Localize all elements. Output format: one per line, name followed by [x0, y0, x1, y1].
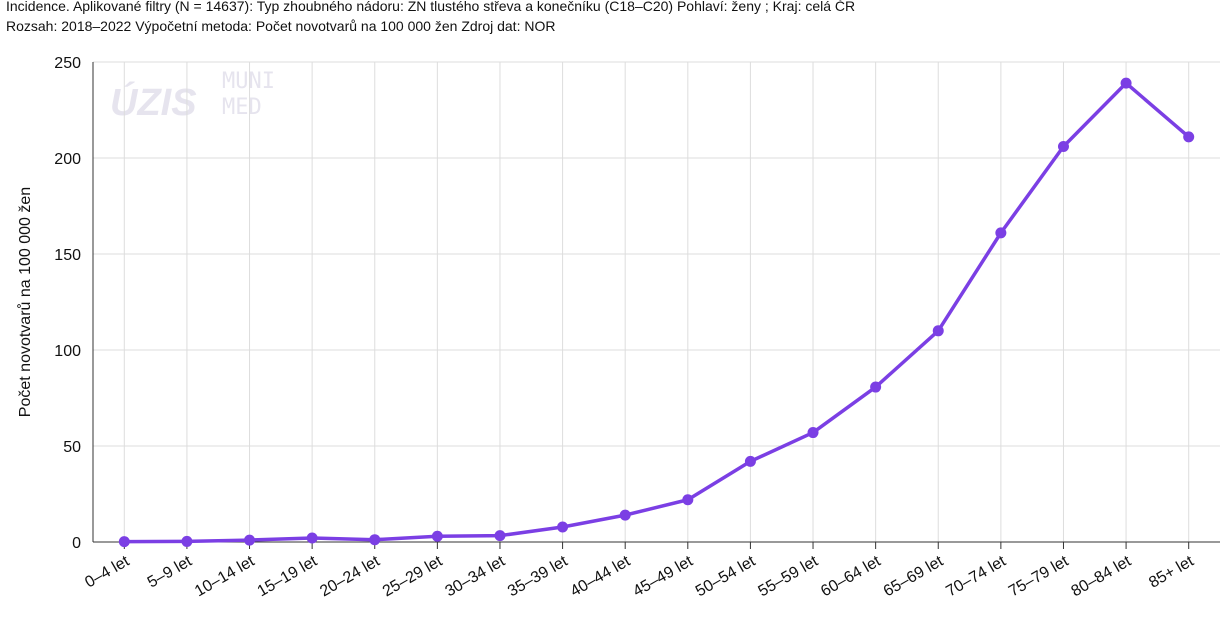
- y-tick-label: 200: [54, 151, 81, 168]
- x-tick-label: 65–69 let: [881, 552, 947, 600]
- subtitle: Rozsah: 2018–2022 Výpočetní metoda: Poče…: [6, 18, 555, 34]
- x-tick-label: 40–44 let: [568, 552, 634, 600]
- subtitle: Incidence. Aplikované filtry (N = 14637)…: [6, 0, 855, 14]
- x-tick-label: 80–84 let: [1069, 552, 1135, 600]
- point: [181, 535, 193, 547]
- x-tick-label: 70–74 let: [943, 552, 1009, 600]
- x-tick-label: 85+ let: [1146, 552, 1197, 591]
- watermark: MED: [222, 95, 262, 120]
- watermark: MUNI: [222, 69, 275, 94]
- point: [431, 530, 443, 542]
- x-tick-label: 35–39 let: [505, 552, 571, 600]
- x-tick-label: 75–79 let: [1006, 552, 1072, 600]
- watermark: ÚZIS: [110, 80, 197, 124]
- x-tick-label: 0–4 let: [82, 552, 133, 591]
- y-tick-label: 150: [54, 247, 81, 264]
- point: [995, 227, 1007, 239]
- x-tick-label: 30–34 let: [442, 552, 508, 600]
- line: [124, 81, 1190, 544]
- point: [244, 534, 256, 546]
- point: [870, 381, 882, 393]
- point: [932, 325, 944, 337]
- y-tick-label: 0: [72, 535, 81, 552]
- point: [557, 521, 569, 533]
- x-tick-label: 25–29 let: [380, 552, 446, 600]
- y-tick-label: 250: [54, 55, 81, 72]
- point: [1057, 140, 1069, 152]
- point: [306, 532, 318, 544]
- point: [494, 530, 506, 542]
- x-tick-label: 15–19 let: [255, 552, 321, 600]
- point: [369, 534, 381, 546]
- x-tick-label: 60–64 let: [818, 552, 884, 600]
- x-tick-label: 10–14 let: [192, 552, 258, 600]
- y-tick-label: 50: [63, 439, 81, 456]
- point: [1120, 77, 1132, 89]
- x-tick-label: 50–54 let: [693, 552, 759, 600]
- point: [744, 455, 756, 467]
- point: [807, 427, 819, 439]
- x-tick-label: 5–9 let: [145, 552, 196, 591]
- point: [682, 494, 694, 506]
- point: [1183, 131, 1195, 143]
- x-tick-label: 45–49 let: [630, 552, 696, 600]
- point: [118, 536, 130, 548]
- y-tick-label: 100: [54, 343, 81, 360]
- x-tick-label: 55–59 let: [756, 552, 822, 600]
- point: [619, 509, 631, 521]
- x-tick-label: 20–24 let: [317, 552, 383, 600]
- y-axis-label: Počet novotvarů na 100 000 žen: [16, 187, 34, 417]
